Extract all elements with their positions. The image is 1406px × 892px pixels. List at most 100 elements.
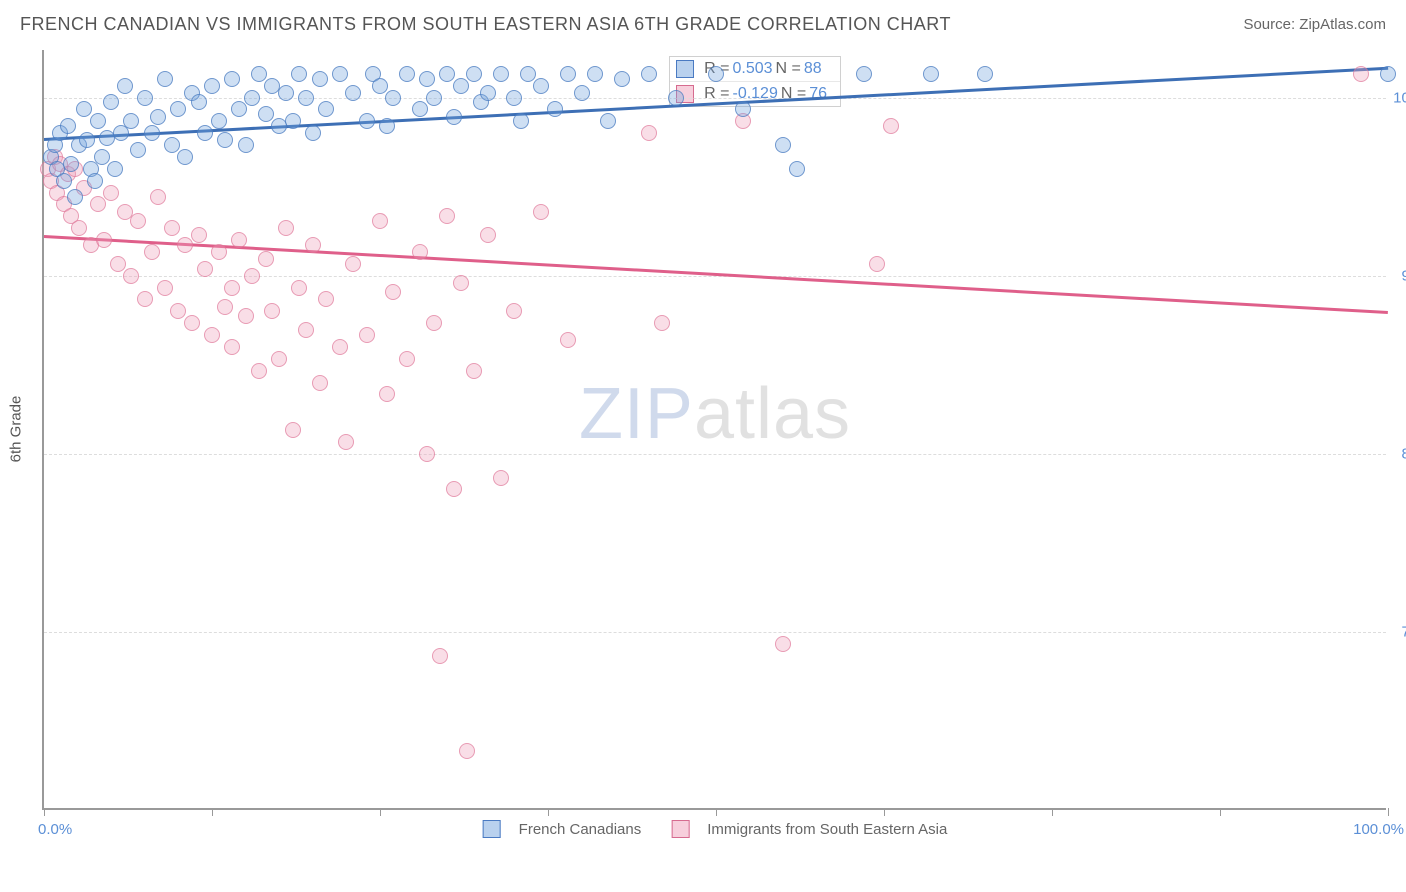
scatter-point-blue (446, 109, 462, 125)
scatter-point-blue (197, 125, 213, 141)
scatter-point-blue (493, 66, 509, 82)
scatter-point-blue (130, 142, 146, 158)
scatter-point-blue (170, 101, 186, 117)
scatter-point-blue (298, 90, 314, 106)
scatter-point-pink (244, 268, 260, 284)
swatch-blue-icon (676, 60, 694, 78)
scatter-point-pink (224, 339, 240, 355)
x-tick (380, 808, 381, 816)
scatter-point-blue (399, 66, 415, 82)
scatter-point-pink (318, 291, 334, 307)
scatter-point-pink (419, 446, 435, 462)
scatter-point-blue (775, 137, 791, 153)
scatter-point-blue (513, 113, 529, 129)
scatter-point-pink (338, 434, 354, 450)
scatter-point-blue (76, 101, 92, 117)
scatter-point-blue (426, 90, 442, 106)
scatter-point-pink (184, 315, 200, 331)
n-label: N = (776, 60, 801, 78)
scatter-point-blue (735, 101, 751, 117)
scatter-point-pink (869, 256, 885, 272)
legend-label-blue: French Canadians (519, 821, 642, 838)
scatter-point-blue (856, 66, 872, 82)
scatter-point-blue (385, 90, 401, 106)
scatter-point-pink (231, 232, 247, 248)
watermark: ZIPatlas (579, 373, 851, 455)
legend: French Canadians Immigrants from South E… (483, 820, 948, 838)
scatter-point-pink (144, 244, 160, 260)
scatter-point-pink (459, 743, 475, 759)
scatter-point-blue (453, 78, 469, 94)
x-tick (1220, 808, 1221, 816)
x-tick (44, 808, 45, 816)
scatter-point-blue (359, 113, 375, 129)
r-value-blue: 0.503 (732, 60, 772, 78)
scatter-point-blue (107, 161, 123, 177)
scatter-point-blue (379, 118, 395, 134)
scatter-point-blue (117, 78, 133, 94)
scatter-point-blue (251, 66, 267, 82)
scatter-point-blue (574, 85, 590, 101)
scatter-point-pink (1353, 66, 1369, 82)
scatter-point-pink (150, 189, 166, 205)
scatter-point-blue (506, 90, 522, 106)
scatter-point-blue (204, 78, 220, 94)
scatter-point-pink (379, 386, 395, 402)
x-tick-label-100: 100.0% (1353, 821, 1404, 838)
scatter-point-blue (708, 66, 724, 82)
scatter-point-blue (1380, 66, 1396, 82)
x-tick (716, 808, 717, 816)
x-tick-label-0: 0.0% (38, 821, 72, 838)
x-tick (548, 808, 549, 816)
y-tick-label: 100.0% (1389, 89, 1406, 106)
scatter-point-blue (164, 137, 180, 153)
scatter-point-pink (883, 118, 899, 134)
scatter-point-blue (560, 66, 576, 82)
scatter-point-pink (204, 327, 220, 343)
scatter-point-blue (587, 66, 603, 82)
scatter-point-pink (533, 204, 549, 220)
chart-title: FRENCH CANADIAN VS IMMIGRANTS FROM SOUTH… (20, 14, 951, 35)
y-tick-label: 92.5% (1389, 267, 1406, 284)
x-tick (884, 808, 885, 816)
scatter-point-blue (466, 66, 482, 82)
scatter-point-blue (191, 94, 207, 110)
scatter-point-pink (426, 315, 442, 331)
scatter-point-pink (258, 251, 274, 267)
scatter-point-blue (285, 113, 301, 129)
scatter-point-pink (493, 470, 509, 486)
scatter-point-pink (71, 220, 87, 236)
scatter-point-blue (318, 101, 334, 117)
scatter-point-pink (446, 481, 462, 497)
legend-item-blue: French Canadians (483, 820, 642, 838)
scatter-point-blue (144, 125, 160, 141)
x-tick (1388, 808, 1389, 816)
scatter-point-blue (60, 118, 76, 134)
scatter-point-blue (211, 113, 227, 129)
scatter-point-blue (977, 66, 993, 82)
scatter-point-blue (668, 90, 684, 106)
scatter-point-blue (332, 66, 348, 82)
scatter-point-pink (271, 351, 287, 367)
scatter-point-pink (130, 213, 146, 229)
scatter-point-pink (224, 280, 240, 296)
scatter-point-pink (305, 237, 321, 253)
scatter-point-pink (359, 327, 375, 343)
scatter-point-blue (312, 71, 328, 87)
swatch-blue-icon (483, 820, 501, 838)
x-tick (212, 808, 213, 816)
scatter-point-pink (217, 299, 233, 315)
scatter-point-pink (123, 268, 139, 284)
scatter-point-blue (923, 66, 939, 82)
scatter-point-pink (372, 213, 388, 229)
scatter-point-blue (480, 85, 496, 101)
x-tick (1052, 808, 1053, 816)
scatter-point-blue (94, 149, 110, 165)
scatter-point-pink (480, 227, 496, 243)
scatter-point-blue (419, 71, 435, 87)
source-label: Source: ZipAtlas.com (1243, 16, 1386, 33)
legend-item-pink: Immigrants from South Eastern Asia (671, 820, 947, 838)
scatter-point-pink (96, 232, 112, 248)
scatter-point-pink (137, 291, 153, 307)
scatter-point-pink (211, 244, 227, 260)
